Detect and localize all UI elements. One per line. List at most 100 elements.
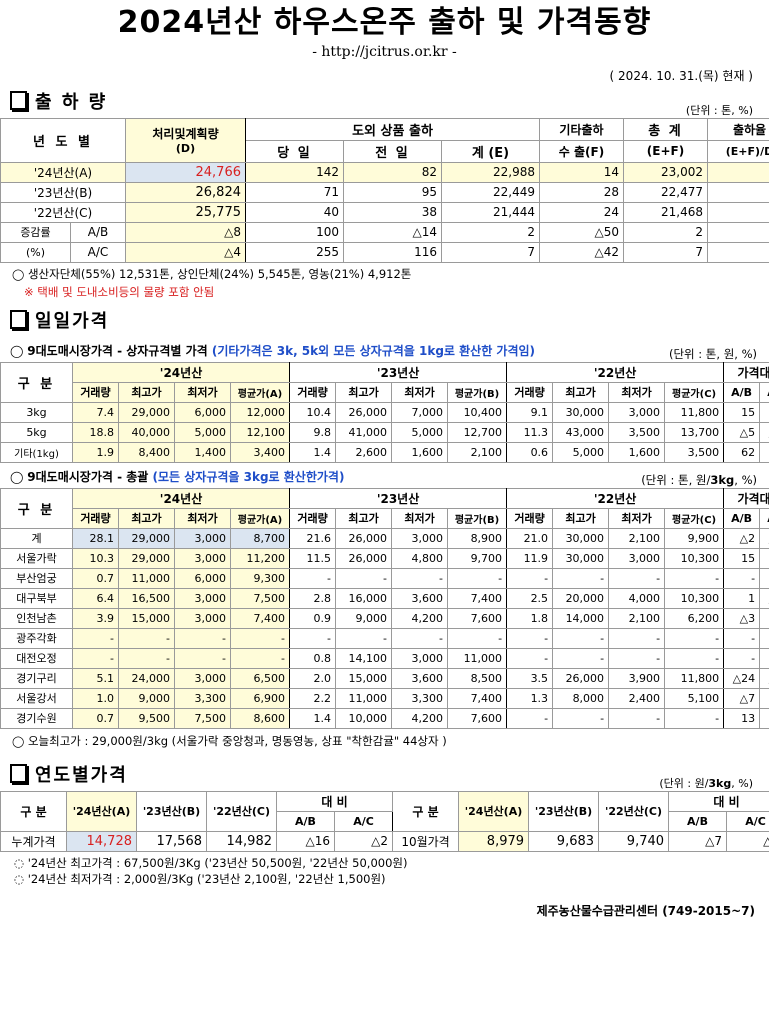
cell-high-24: 11,000 <box>118 567 175 589</box>
cell-ac: - <box>759 627 769 649</box>
cell-vol-24: 1.9 <box>72 441 119 463</box>
cell-avg-24: 7,400 <box>229 607 291 629</box>
col-vol-22: 거래량 <box>506 507 554 529</box>
cell-ab: △24 <box>723 667 761 689</box>
cell-avg-22: 3,500 <box>664 441 725 463</box>
row-label: 대전오정 <box>0 647 73 669</box>
table-row: 서울가락 10.3 29,000 3,000 11,200 11.5 26,000 4,800… <box>0 547 769 569</box>
cell-low-23: - <box>391 567 449 589</box>
market-price-header-row-1: 구 분 '24년산 '23년산 '22년산 가격대비 <box>0 487 769 529</box>
section3-header-row: 연도별가격 (단위 : 원/3kg, %) <box>0 757 769 791</box>
cell-y24-right: 8,979 <box>458 830 530 852</box>
cell-vol-24: 0.7 <box>72 707 119 729</box>
cell-avg-23: 2,100 <box>447 441 508 463</box>
col-gubun-left: 구 분 <box>0 790 67 832</box>
col-ac-left: A/C <box>333 810 394 832</box>
cell-high-24: 29,000 <box>118 401 175 423</box>
cell-avg-22: 11,800 <box>664 401 725 423</box>
cell-low-22: 4,000 <box>608 587 666 609</box>
yearly-price-body: 누계가격 14,728 17,568 14,982 △16 △2 10월가격 8… <box>0 830 769 852</box>
cell-export: 14 <box>539 161 624 183</box>
cell-high-23: 15,000 <box>335 667 393 689</box>
section3-note-1: ◌ '24년산 최고가격 : 67,500원/3Kg ('23년산 50,500… <box>14 855 769 872</box>
section3-note-1-text: '24년산 최고가격 : 67,500원/3Kg ('23년산 50,500원,… <box>27 855 408 870</box>
site-url[interactable]: - http://jcitrus.or.kr - <box>312 43 457 60</box>
cell-prev: 38 <box>343 201 442 223</box>
cell-vol-23: 11.5 <box>289 547 337 569</box>
cell-high-23: 10,000 <box>335 707 393 729</box>
cell-high-24: 9,500 <box>118 707 175 729</box>
cell-avg-22: 5,100 <box>664 687 725 709</box>
section2-sub1-row: ◯ 9대도매시장가격 - 상자규격별 가격 (기타가격은 3k, 5k외 모든 … <box>0 337 769 362</box>
col-ac-right: A/C <box>726 810 769 832</box>
cell-avg-23: 7,600 <box>447 707 508 729</box>
cell-ac: △27 <box>759 587 769 609</box>
cell-high-22: 14,000 <box>552 607 610 629</box>
row-label-left: 누계가격 <box>0 830 67 852</box>
cell-avg-24: 11,200 <box>229 547 291 569</box>
cell-high-22: 26,000 <box>552 667 610 689</box>
cell-low-22: - <box>608 567 666 589</box>
col-y23-right: '23년산(B) <box>528 790 600 832</box>
cell-ac: 19 <box>759 607 769 629</box>
market-price-table: 구 분 '24년산 '23년산 '22년산 가격대비 거래량 최고가 최저가 평… <box>0 487 769 729</box>
cell-high-23: 11,000 <box>335 687 393 709</box>
cell-high-22: 5,000 <box>552 441 610 463</box>
market-price-body: 계 28.1 29,000 3,000 8,700 21.6 26,000 3,000 8,90… <box>0 527 769 729</box>
cell-low-24: - <box>174 627 231 649</box>
table-row: (%) A/C △4 255 116 7 △42 7 <box>0 241 769 263</box>
cell-total: 2 <box>623 221 708 243</box>
cell-vol-24: 10.3 <box>72 547 119 569</box>
table-row: 누계가격 14,728 17,568 14,982 △16 △2 10월가격 8… <box>0 830 769 852</box>
row-label: 계 <box>0 527 73 549</box>
table-row: 경기수원 0.7 9,500 7,500 8,600 1.4 10,000 4,200 7,60… <box>0 707 769 729</box>
cell-vol-24: 3.9 <box>72 607 119 629</box>
cell-vol-22: 1.3 <box>506 687 554 709</box>
cell-low-24: 3,000 <box>174 667 231 689</box>
cell-high-22: - <box>552 707 610 729</box>
subsection-1-unit: (단위 : 톤, 원, %) <box>668 346 757 361</box>
cell-avg-22: - <box>664 707 725 729</box>
cell-high-24: 29,000 <box>118 527 175 549</box>
square-bullet-icon <box>10 91 27 110</box>
cell-low-24: - <box>174 647 231 669</box>
cell-ac: - <box>759 567 769 589</box>
cell-high-23: 2,600 <box>335 441 393 463</box>
growth-ratio: A/C <box>70 241 126 263</box>
cell-high-22: 30,000 <box>552 401 610 423</box>
cell-low-22: 3,500 <box>608 421 666 443</box>
cell-ac: - <box>759 647 769 669</box>
cell-ab: 1 <box>723 587 761 609</box>
cell-y23-left: 17,568 <box>136 830 207 852</box>
unit-bold: 3kg <box>710 472 735 487</box>
cell-high-22: 30,000 <box>552 547 610 569</box>
section3-unit: (단위 : 원/3kg, %) <box>659 775 769 791</box>
cell-low-24: 6,000 <box>174 567 231 589</box>
cell-avg-24: 6,500 <box>229 667 291 689</box>
cell-low-24: 3,000 <box>174 547 231 569</box>
col-year: 년 도 별 <box>0 117 126 163</box>
cell-ab: 15 <box>723 401 761 423</box>
cell-low-23: 5,000 <box>391 421 449 443</box>
cell-export: 28 <box>539 181 624 203</box>
cell-vol-24: 28.1 <box>72 527 119 549</box>
cell-ab: △7 <box>723 687 761 709</box>
cell-high-23: 26,000 <box>335 527 393 549</box>
cell-avg-24: 9,300 <box>229 567 291 589</box>
cell-high-22: 30,000 <box>552 527 610 549</box>
unit-suffix: , %) <box>731 776 753 790</box>
cell-vol-22: 21.0 <box>506 527 554 549</box>
cell-vol-22: 11.3 <box>506 421 554 443</box>
unit-suffix: , %) <box>734 472 757 487</box>
col-high-22: 최고가 <box>552 381 610 403</box>
cell-prev: △14 <box>343 221 442 243</box>
section3-notes: ◌ '24년산 최고가격 : 67,500원/3Kg ('23년산 50,500… <box>14 855 769 888</box>
table-row: 대구북부 6.4 16,500 3,000 7,500 2.8 16,000 3,600 7,4… <box>0 587 769 609</box>
cell-vol-22: 11.9 <box>506 547 554 569</box>
cell-vol-24: 18.8 <box>72 421 119 443</box>
col-ab-left: A/B <box>276 810 335 832</box>
cell-high-24: - <box>118 647 175 669</box>
col-vol-24: 거래량 <box>72 381 119 403</box>
cell-avg-23: 12,700 <box>447 421 508 443</box>
cell-rate: 83 <box>707 201 769 223</box>
